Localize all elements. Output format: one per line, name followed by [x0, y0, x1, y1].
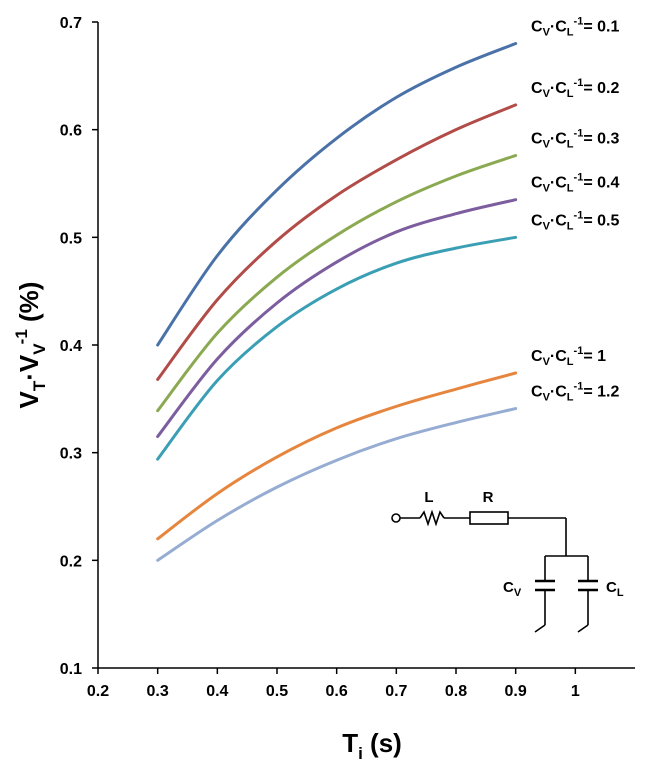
series-label: CV·CL-1= 1.2 — [531, 381, 619, 404]
tick-labels: 0.2 0.3 0.4 0.5 0.6 0.7 0.8 0.9 1 0.1 0.2 0.3 0.4 0.5… — [60, 15, 580, 700]
y-tick-label: 0.4 — [60, 338, 82, 355]
terminal-node — [391, 513, 401, 523]
series-labels: CV·CL-1= 0.1 CV·CL-1= 0.2 CV·CL-1= 0.3 CV·C… — [531, 16, 619, 404]
x-tick-label: 1 — [571, 683, 580, 700]
series-line — [156, 407, 518, 562]
y-tick-label: 0.6 — [60, 123, 82, 140]
ground-symbol — [534, 624, 546, 633]
inductor-label: L — [424, 489, 433, 506]
x-tick-label: 0.7 — [385, 683, 407, 700]
x-tick-label: 0.4 — [206, 683, 228, 700]
capacitor-cv-label: CV — [503, 579, 522, 599]
series-line — [156, 198, 518, 439]
x-tick-label: 0.8 — [445, 683, 467, 700]
y-axis-title: VT·VV-1 (%) — [12, 282, 49, 409]
x-tick-label: 0.3 — [147, 683, 169, 700]
inductor-symbol — [419, 509, 445, 527]
series-line — [156, 235, 518, 461]
y-tick-label: 0.5 — [60, 230, 82, 247]
capacitor-cl-label: CL — [606, 579, 624, 599]
series-line — [156, 154, 518, 413]
x-tick-label: 0.9 — [505, 683, 527, 700]
series-label: CV·CL-1= 0.4 — [531, 172, 619, 195]
resistor-label: R — [483, 489, 494, 506]
y-tick-label: 0.2 — [60, 553, 82, 570]
x-tick-label: 0.5 — [266, 683, 288, 700]
circuit-diagram — [391, 509, 598, 633]
series-label: CV·CL-1= 0.3 — [531, 128, 619, 151]
x-tick-label: 0.2 — [87, 683, 109, 700]
series-label: CV·CL-1= 0.1 — [531, 16, 619, 39]
y-tick-label: 0.3 — [60, 446, 82, 463]
series-label: CV·CL-1= 0.5 — [531, 209, 619, 232]
series-label: CV·CL-1= 0.2 — [531, 77, 619, 100]
series-line — [156, 371, 518, 541]
x-axis-title: Ti (s) — [342, 728, 402, 762]
series-lines — [156, 42, 518, 562]
y-tick-label: 0.7 — [60, 15, 82, 32]
x-tick-label: 0.6 — [326, 683, 348, 700]
y-tick-label: 0.1 — [60, 661, 82, 678]
series-line — [156, 42, 518, 347]
series-label: CV·CL-1= 1 — [531, 345, 606, 368]
resistor-symbol — [469, 511, 509, 525]
ground-symbol — [577, 624, 589, 633]
series-line — [156, 103, 518, 381]
axis-ticks — [92, 21, 577, 674]
